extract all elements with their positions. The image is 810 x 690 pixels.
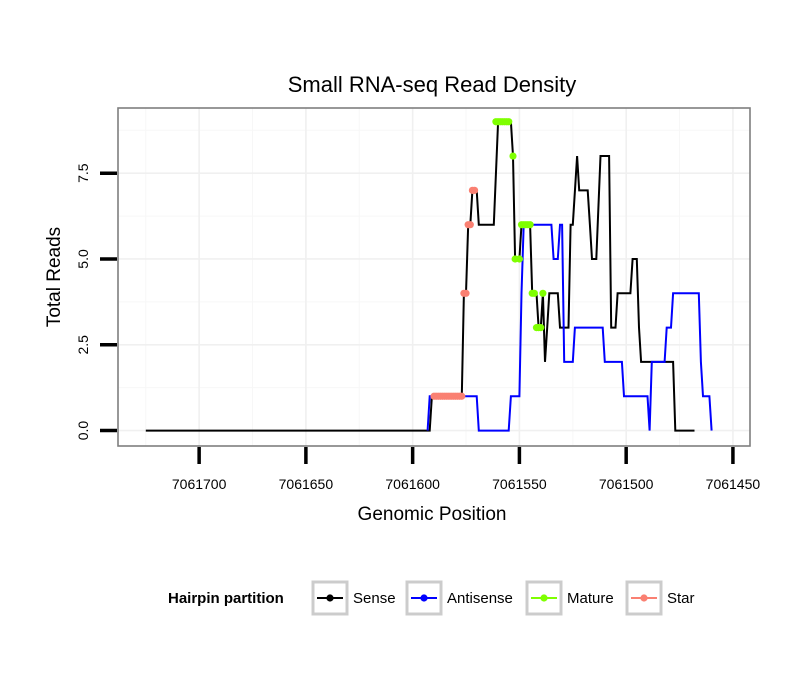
y-axis: 0.0 2.5 5.0 7.5 [75, 163, 117, 440]
point-mature [509, 152, 517, 160]
x-tick-label: 7061600 [385, 476, 440, 492]
legend-mature-key-dot [540, 594, 548, 602]
point-star [462, 289, 470, 297]
legend-title: Hairpin partition [168, 590, 284, 607]
x-tick-label: 7061650 [279, 476, 334, 492]
x-tick-label: 7061500 [599, 476, 654, 492]
x-axis: 7061700 7061650 7061600 7061550 7061500 70614… [172, 447, 761, 492]
point-mature [526, 221, 534, 229]
chart-title: Small RNA-seq Read Density [288, 72, 577, 97]
point-mature [537, 324, 545, 332]
marker-layer [430, 118, 547, 400]
point-mature [539, 289, 547, 297]
plot-border [117, 107, 751, 447]
y-tick-label: 5.0 [75, 249, 91, 269]
x-tick-label: 7061550 [492, 476, 547, 492]
point-mature [530, 289, 538, 297]
y-axis-title: Total Reads [44, 227, 65, 327]
point-mature [515, 255, 524, 263]
y-tick-label: 2.5 [75, 335, 91, 355]
x-axis-title: Genomic Position [358, 504, 507, 525]
legend-sense-key-dot [326, 594, 334, 602]
x-tick-label: 7061450 [706, 476, 761, 492]
plot-background [118, 108, 750, 446]
series-line-antisense [426, 223, 713, 432]
legend-antisense-key-dot [420, 594, 428, 602]
legend: Hairpin partition Sense Antisense Mature St… [168, 580, 695, 616]
point-star [470, 186, 479, 194]
point-mature [505, 118, 513, 126]
legend-antisense-label: Antisense [447, 590, 513, 607]
point-star [466, 221, 474, 229]
x-tick-label: 7061700 [172, 476, 227, 492]
point-star [458, 392, 466, 400]
legend-sense-label: Sense [353, 590, 396, 607]
y-tick-label: 0.0 [75, 421, 91, 441]
grid-major [118, 108, 750, 446]
legend-mature-label: Mature [567, 590, 614, 607]
y-tick-label: 7.5 [75, 163, 91, 183]
legend-star-label: Star [667, 590, 695, 607]
legend-star-key-dot [640, 594, 648, 602]
